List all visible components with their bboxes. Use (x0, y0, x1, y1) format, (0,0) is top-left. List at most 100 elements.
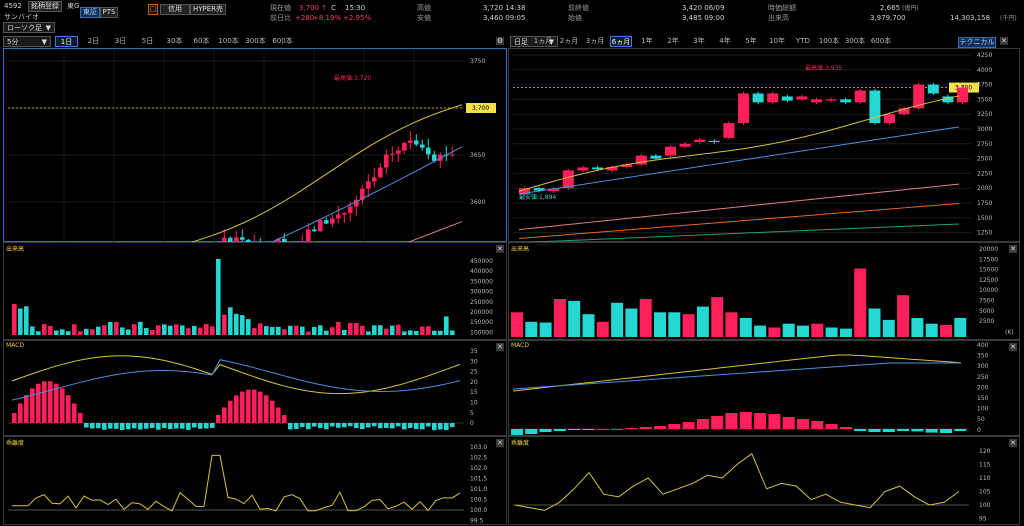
left-range-tab-0[interactable]: 1日 (55, 36, 78, 47)
left-range-tab-4[interactable]: 30本 (166, 37, 183, 45)
right-range-tab-4[interactable]: 1年 (641, 37, 653, 45)
right-range-tab-0[interactable]: 1ヵ月 (533, 37, 553, 45)
right-range-tab-12[interactable]: 300本 (844, 37, 866, 45)
chart-type-select[interactable]: ローソク足 ▼ (3, 22, 55, 33)
macd-histogram-bar (222, 407, 227, 423)
margin-button[interactable]: 信用 (160, 4, 190, 15)
left-deviation-close-icon[interactable]: ✕ (496, 439, 504, 447)
deviation-tick-label: 101.0 (470, 486, 487, 493)
right-range-tab-10[interactable]: YTD (796, 37, 810, 45)
macd-histogram-bar (582, 429, 595, 430)
left-range-tab-7[interactable]: 300本 (245, 37, 266, 45)
volume-bar (854, 268, 867, 337)
right-deviation-close-icon[interactable]: ✕ (1009, 439, 1017, 447)
left-range-tab-8[interactable]: 600本 (272, 37, 293, 45)
volume-tick-label: 250000 (470, 299, 493, 306)
candle (450, 154, 455, 156)
volume-bar (596, 321, 609, 337)
right-range-tab-7[interactable]: 4年 (719, 37, 731, 45)
volume-tick-label: 2500 (979, 318, 994, 325)
right-volume-close-icon[interactable]: ✕ (1009, 245, 1017, 253)
volume-bar (54, 330, 59, 335)
volume-bar (312, 326, 317, 335)
mcap-label: 時価総額 (768, 4, 796, 12)
volume-tick-label: 450000 (470, 258, 493, 265)
left-range-tab-3[interactable]: 5日 (141, 37, 154, 45)
volume-bar (354, 323, 359, 335)
volume-bar (342, 329, 347, 335)
volume-bar (450, 330, 455, 335)
volume-bar (258, 323, 263, 335)
candle (606, 166, 618, 171)
right-range-tab-6[interactable]: 3年 (693, 37, 705, 45)
volume-bar (174, 324, 179, 335)
right-range-tab-13[interactable]: 600本 (870, 37, 892, 45)
macd-histogram-bar (348, 423, 353, 427)
macd-histogram-bar (940, 429, 952, 433)
right-interval-select[interactable]: 日足 ▼ (510, 36, 558, 47)
candle (592, 167, 603, 170)
volume-bar (639, 299, 652, 337)
macd-histogram-bar (782, 417, 795, 429)
order-icon[interactable]: □ (148, 4, 158, 15)
right-macd-close-icon[interactable]: ✕ (1009, 343, 1017, 351)
candle (854, 90, 866, 103)
right-range-tab-2[interactable]: 3ヵ月 (585, 37, 605, 45)
current-price-time: 15:30 (345, 4, 366, 12)
left-range-tab-5[interactable]: 60本 (193, 37, 210, 45)
right-close-icon[interactable]: ✕ (1000, 37, 1008, 45)
exchange-tse-button[interactable]: 東証 (80, 7, 100, 18)
candle (324, 220, 329, 224)
candle (694, 139, 706, 143)
candle (414, 140, 419, 145)
macd-histogram-bar (639, 427, 652, 429)
volume-bar (348, 323, 353, 335)
stock-register-button[interactable]: 銘柄登録 (28, 1, 62, 12)
volume-bar (288, 325, 293, 335)
open-value: 3,485 09:00 (682, 14, 725, 22)
macd-tick-label: 30 (470, 358, 478, 365)
volume-bar (432, 330, 437, 335)
pts-button[interactable]: PTS (100, 7, 118, 18)
right-range-tab-3[interactable]: 6ヵ月 (610, 36, 632, 47)
candle (840, 99, 852, 103)
volume-bar (911, 318, 924, 337)
left-range-tab-1[interactable]: 2日 (87, 37, 100, 45)
right-range-tab-9[interactable]: 10年 (769, 37, 785, 45)
price-tick-label: 3750 (470, 58, 485, 65)
macd-tick-label: 350 (977, 353, 989, 360)
macd-histogram-bar (246, 389, 251, 423)
macd-histogram-bar (611, 429, 624, 430)
left-volume-close-icon[interactable]: ✕ (496, 245, 504, 253)
left-settings-icon[interactable]: ⚙ (496, 37, 504, 45)
left-range-tab-2[interactable]: 3日 (114, 37, 127, 45)
volume-bar (150, 330, 155, 335)
volume-bar (438, 330, 443, 335)
volume-bar (725, 312, 738, 337)
macd-histogram-bar (84, 423, 89, 428)
volume-bar (882, 319, 895, 337)
macd-tick-label: 10 (470, 400, 478, 407)
volume-unit-label: (K) (1005, 329, 1014, 336)
right-range-tab-11[interactable]: 100本 (818, 37, 840, 45)
macd-histogram-bar (797, 419, 809, 429)
turnover-value: 14,303,158 (950, 14, 991, 22)
ma-long3-line (518, 223, 960, 243)
macd-tick-label: 0 (470, 420, 474, 427)
candle (708, 140, 720, 143)
volume-bar (682, 314, 695, 337)
macd-histogram-bar (150, 423, 155, 428)
right-range-tab-1[interactable]: 2ヵ月 (559, 37, 579, 45)
left-macd-close-icon[interactable]: ✕ (496, 343, 504, 351)
price-tick-label: 2500 (977, 156, 992, 163)
right-range-tab-5[interactable]: 2年 (667, 37, 679, 45)
hyper-sell-button[interactable]: HYPER売 (190, 4, 226, 15)
right-range-tab-8[interactable]: 5年 (745, 37, 757, 45)
left-range-tab-6[interactable]: 100本 (218, 37, 239, 45)
macd-histogram-bar (811, 421, 824, 429)
volume-bar (168, 325, 173, 335)
technical-button[interactable]: テクニカル (958, 37, 996, 48)
macd-histogram-bar (450, 423, 455, 428)
signal-line (11, 359, 461, 401)
left-interval-select[interactable]: 5分 ▼ (3, 36, 51, 47)
